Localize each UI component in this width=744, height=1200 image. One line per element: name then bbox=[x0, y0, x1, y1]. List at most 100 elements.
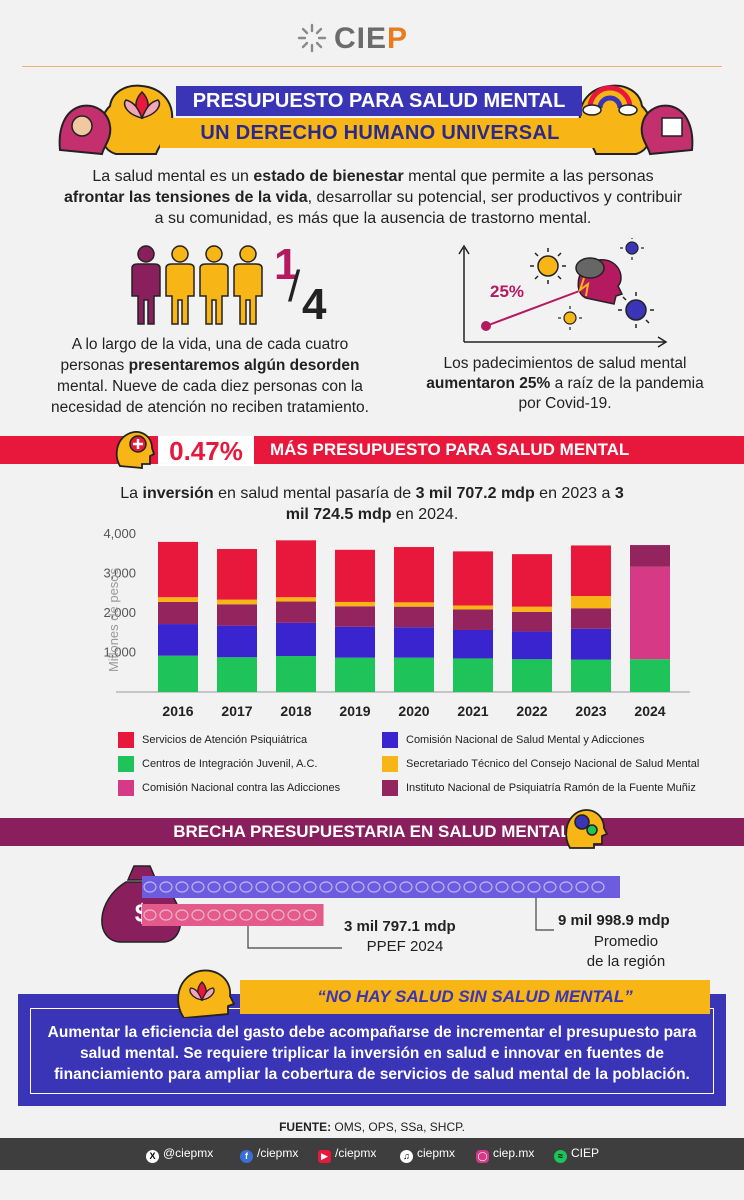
bar-segment bbox=[512, 611, 552, 632]
virus-icon bbox=[620, 238, 644, 260]
budget-percent: 0.47% bbox=[158, 436, 254, 466]
legend-swatch bbox=[118, 732, 134, 748]
social-tiktok[interactable]: ♫ ciepmx bbox=[400, 1146, 455, 1163]
social-youtube[interactable]: ▶/ciepmx bbox=[318, 1146, 376, 1163]
bar-segment bbox=[394, 627, 434, 658]
head-plus-icon bbox=[115, 431, 156, 469]
logo-text: CIEP bbox=[334, 22, 409, 55]
y-tick-label: 2,000 bbox=[103, 605, 136, 620]
region-value: 9 mil 998.9 mdp bbox=[558, 912, 670, 929]
bar-segment bbox=[276, 656, 316, 692]
x-tick-label: 2017 bbox=[221, 703, 252, 719]
pandemic-trend-illustration bbox=[458, 238, 668, 348]
person-icon bbox=[233, 245, 263, 325]
ppef-2024-bar bbox=[142, 904, 324, 926]
fraction-numerator: 1 bbox=[274, 240, 299, 289]
sunburst-icon bbox=[297, 23, 327, 53]
x-tick-label: 2020 bbox=[398, 703, 429, 719]
bar-segment bbox=[335, 657, 375, 692]
virus-icon bbox=[618, 292, 654, 328]
gap-illustration: $ bbox=[101, 865, 620, 949]
virus-icon bbox=[530, 248, 566, 284]
budget-band-label: MÁS PRESUPUESTO PARA SALUD MENTAL bbox=[270, 440, 630, 459]
person-icon bbox=[165, 245, 195, 325]
bar-segment bbox=[571, 608, 611, 629]
y-tick-label: 3,000 bbox=[103, 566, 136, 581]
bar-segment bbox=[571, 545, 611, 597]
bar-segment bbox=[394, 547, 434, 603]
bar-segment bbox=[394, 606, 434, 628]
social-instagram[interactable]: ◯ ciep.mx bbox=[476, 1146, 535, 1163]
quarter-paragraph: A lo largo de la vida, una de cada cuatr… bbox=[51, 336, 369, 416]
bar-segment bbox=[512, 659, 552, 692]
lotus-icon bbox=[123, 90, 161, 120]
social-facebook[interactable]: f/ciepmx bbox=[240, 1146, 298, 1163]
bar-segment bbox=[217, 599, 257, 605]
bar-segment bbox=[571, 628, 611, 660]
spotify-icon: ≈ bbox=[554, 1150, 567, 1163]
person-icon bbox=[131, 245, 161, 325]
bar-segment bbox=[335, 626, 375, 658]
legend-swatch bbox=[118, 780, 134, 796]
increase-percent-label: 25% bbox=[490, 282, 525, 301]
bar-segment bbox=[571, 596, 611, 609]
bar-segment bbox=[217, 604, 257, 626]
bar-segment bbox=[394, 657, 434, 692]
y-axis-label: Millones de pesos bbox=[106, 567, 121, 672]
bar-segment bbox=[512, 631, 552, 660]
bar-segment bbox=[453, 609, 493, 630]
bar-segment bbox=[453, 658, 493, 692]
ppef-label: PPEF 2024 bbox=[366, 938, 444, 955]
social-x[interactable]: X @ciepmx bbox=[146, 1146, 213, 1163]
rainbow-icon bbox=[582, 85, 638, 116]
y-tick-label: 1,000 bbox=[103, 645, 136, 660]
legend-label: Centros de Integración Juvenil, A.C. bbox=[142, 758, 318, 770]
bar-segment bbox=[276, 597, 316, 602]
legend-swatch bbox=[118, 756, 134, 772]
brain-pattern bbox=[143, 881, 605, 921]
bar-segment bbox=[276, 601, 316, 623]
legend-label: Instituto Nacional de Psiquiatría Ramón … bbox=[406, 782, 696, 794]
social-footer bbox=[0, 1138, 744, 1170]
source-note: FUENTE: OMS, OPS, SSa, SHCP. bbox=[279, 1120, 465, 1134]
bar-segment bbox=[335, 549, 375, 602]
intro-paragraph: La salud mental es un estado de bienesta… bbox=[63, 168, 683, 227]
title-line-2: UN DERECHO HUMANO UNIVERSAL bbox=[160, 118, 600, 148]
heads-illustration-left bbox=[58, 84, 174, 156]
legend-label: Secretariado Técnico del Consejo Naciona… bbox=[406, 758, 700, 770]
social-spotify[interactable]: ≈ CIEP bbox=[554, 1146, 599, 1163]
person-icon bbox=[199, 245, 229, 325]
youtube-icon: ▶ bbox=[318, 1150, 331, 1163]
bar-segment bbox=[630, 659, 670, 692]
x-tick-label: 2021 bbox=[457, 703, 488, 719]
bar-segment bbox=[217, 549, 257, 600]
bar-segment bbox=[335, 601, 375, 607]
bar-segment bbox=[512, 554, 552, 607]
virus-icon bbox=[558, 306, 582, 330]
x-tick-label: 2019 bbox=[339, 703, 370, 719]
bar-segment bbox=[335, 606, 375, 627]
legend-label: Servicios de Atención Psiquiátrica bbox=[142, 734, 308, 746]
instagram-icon: ◯ bbox=[476, 1150, 489, 1163]
quote-title: “NO HAY SALUD SIN SALUD MENTAL” bbox=[317, 987, 633, 1006]
head-lotus-icon bbox=[177, 969, 236, 1018]
investment-paragraph: La inversión en salud mental pasaría de … bbox=[120, 485, 624, 523]
head-icon bbox=[575, 257, 624, 305]
bar-segment bbox=[158, 624, 198, 656]
pandemic-paragraph: Los padecimientos de salud mental aument… bbox=[426, 355, 704, 412]
bar-segment bbox=[217, 657, 257, 692]
quote-body: Aumentar la eficiencia del gasto debe ac… bbox=[47, 1024, 697, 1083]
x-tick-label: 2016 bbox=[162, 703, 193, 719]
ciep-logo: CIEP bbox=[290, 18, 460, 58]
legend-label: Comisión Nacional de Salud Mental y Adic… bbox=[406, 734, 645, 746]
bar-segment bbox=[453, 605, 493, 610]
bar-segment bbox=[512, 606, 552, 612]
fraction-denominator: 4 bbox=[302, 280, 327, 329]
gap-band bbox=[0, 818, 744, 846]
bar-segment bbox=[158, 655, 198, 692]
title-line-1: PRESUPUESTO PARA SALUD MENTAL bbox=[176, 86, 582, 116]
budget-chart: 1,000 2,000 3,000 4,000 2016 2017 2018 2019 202… bbox=[103, 526, 690, 719]
bar-segment bbox=[158, 601, 198, 625]
x-tick-label: 2024 bbox=[634, 703, 665, 719]
bar-segment bbox=[276, 540, 316, 598]
